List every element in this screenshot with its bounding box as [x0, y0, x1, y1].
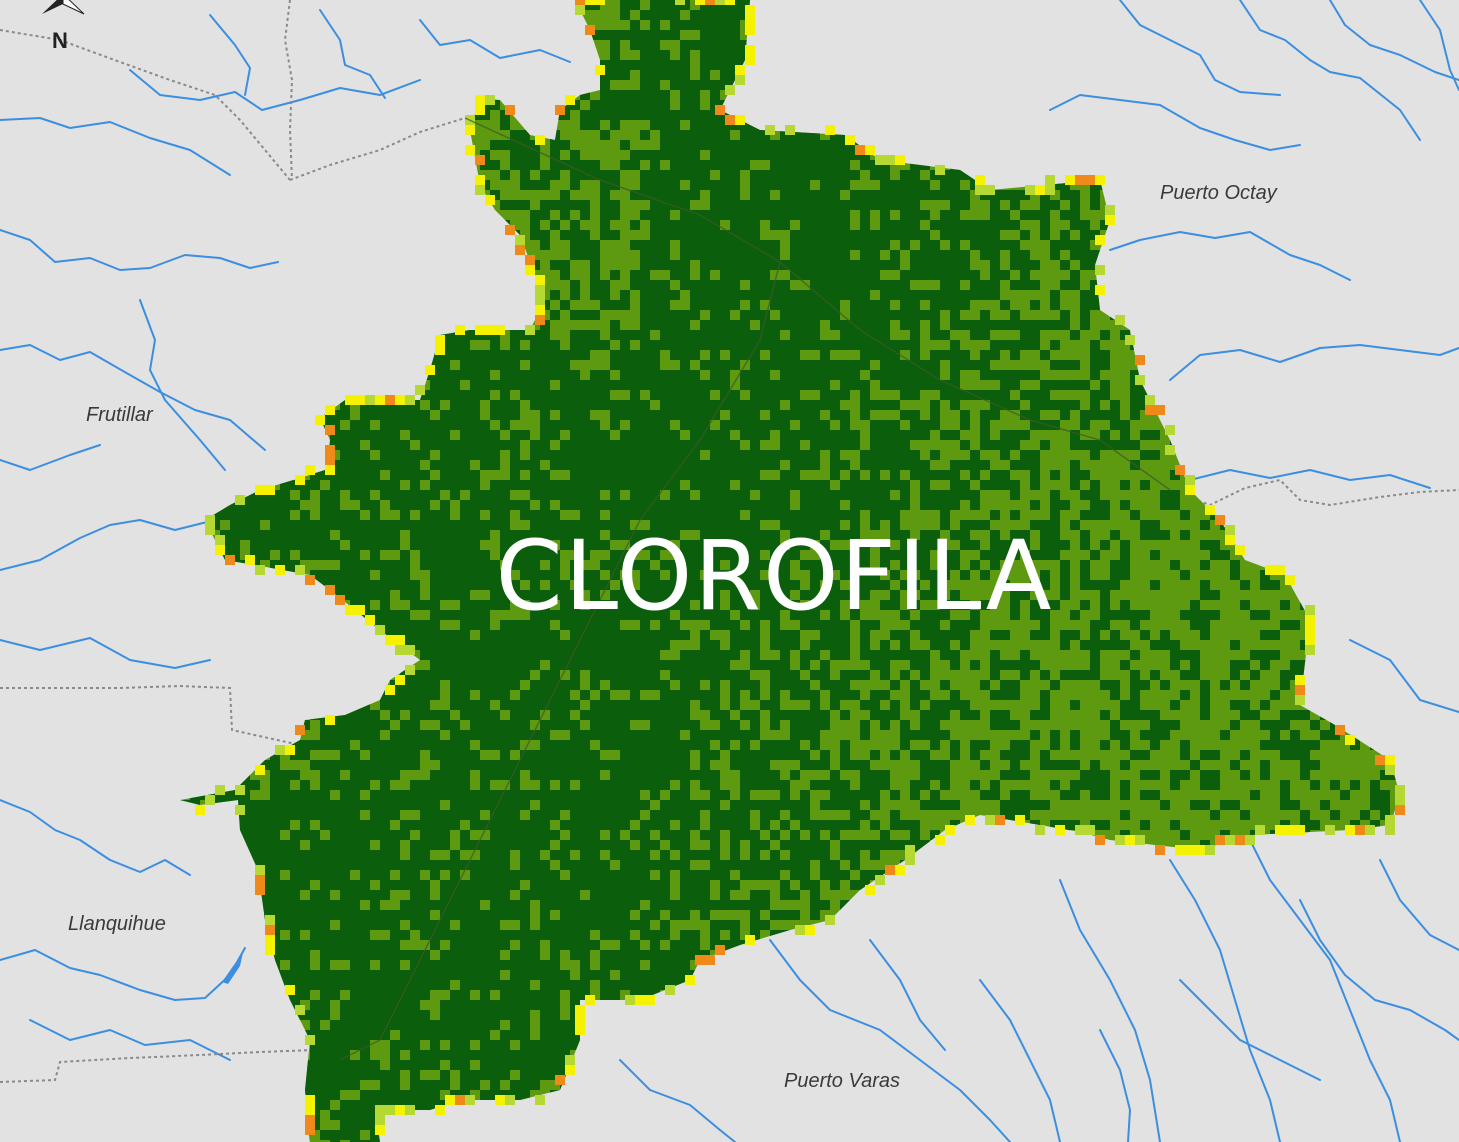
map-title: CLOROFILA — [495, 520, 1054, 632]
boundary-across-lake-2 — [339, 261, 781, 1061]
place-label-llanquihue: Llanquihue — [68, 913, 166, 935]
boundaries — [0, 0, 1459, 1083]
north-arrow-icon — [42, 0, 85, 15]
shore-pixels — [195, 0, 1405, 1135]
place-label-puerto-varas: Puerto Varas — [784, 1070, 900, 1092]
lake-llanquihue-inlet — [222, 948, 244, 984]
north-arrow-label: N — [52, 28, 68, 53]
place-label-puerto-octay: Puerto Octay — [1160, 182, 1277, 204]
place-label-frutillar: Frutillar — [86, 404, 153, 426]
boundary-across-lake — [464, 117, 1171, 491]
